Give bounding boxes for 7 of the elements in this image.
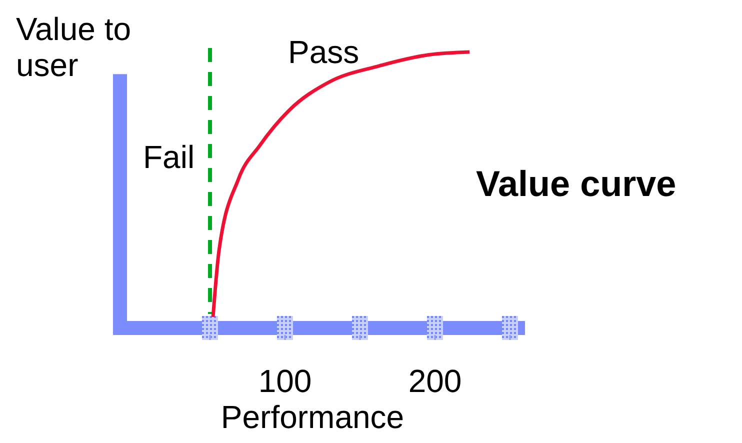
y-axis-title: Value to user: [16, 11, 132, 83]
x-tick-label: 200: [408, 363, 462, 399]
x-axis-title: Performance: [220, 399, 404, 435]
annotation: Pass: [288, 34, 360, 70]
annotation: Fail: [143, 139, 195, 175]
text: Value curve: [476, 163, 676, 204]
x-tick-label: 100: [258, 363, 312, 399]
